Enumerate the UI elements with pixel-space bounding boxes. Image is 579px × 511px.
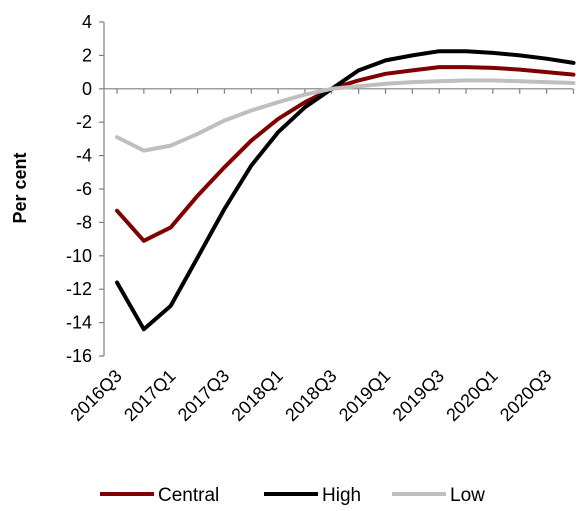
y-tick-label: -4 bbox=[76, 146, 92, 166]
legend-label-central: Central bbox=[158, 485, 219, 506]
x-tick-label: 2020Q1 bbox=[442, 366, 501, 425]
legend-label-high: High bbox=[322, 485, 361, 506]
x-tick-label: 2019Q3 bbox=[389, 366, 448, 425]
x-tick-label: 2016Q3 bbox=[66, 366, 125, 425]
legend: Central High Low bbox=[100, 485, 485, 506]
y-tick-label: 2 bbox=[82, 45, 92, 65]
y-tick-label: 0 bbox=[82, 79, 92, 99]
legend-label-low: Low bbox=[450, 485, 485, 506]
y-tick-label: -12 bbox=[66, 279, 92, 299]
series-line-low bbox=[115, 78, 576, 153]
y-tick-label: -10 bbox=[66, 246, 92, 266]
x-tick-label: 2019Q1 bbox=[335, 366, 394, 425]
y-tick-label: -14 bbox=[66, 313, 92, 333]
x-tick-label: 2017Q3 bbox=[174, 366, 233, 425]
x-axis: 2016Q32017Q12017Q32018Q12018Q32019Q12019… bbox=[66, 88, 575, 425]
x-tick-label: 2018Q3 bbox=[281, 366, 340, 425]
y-tick-label: -6 bbox=[76, 179, 92, 199]
y-tick-label: -2 bbox=[76, 112, 92, 132]
series-lines bbox=[115, 49, 576, 332]
y-axis: 4 2 0 -2 -4 -6 -8 -10 -12 -14 -16 bbox=[66, 12, 105, 366]
series-line-high bbox=[115, 49, 576, 332]
x-tick-label: 2020Q3 bbox=[496, 366, 555, 425]
y-tick-label: -8 bbox=[76, 212, 92, 232]
x-tick-label: 2017Q1 bbox=[120, 366, 179, 425]
y-tick-label: -16 bbox=[66, 346, 92, 366]
y-tick-label: 4 bbox=[82, 12, 92, 32]
series-line-central bbox=[115, 65, 576, 243]
x-tick-label: 2018Q1 bbox=[227, 366, 286, 425]
y-axis-title: Per cent bbox=[10, 152, 30, 223]
